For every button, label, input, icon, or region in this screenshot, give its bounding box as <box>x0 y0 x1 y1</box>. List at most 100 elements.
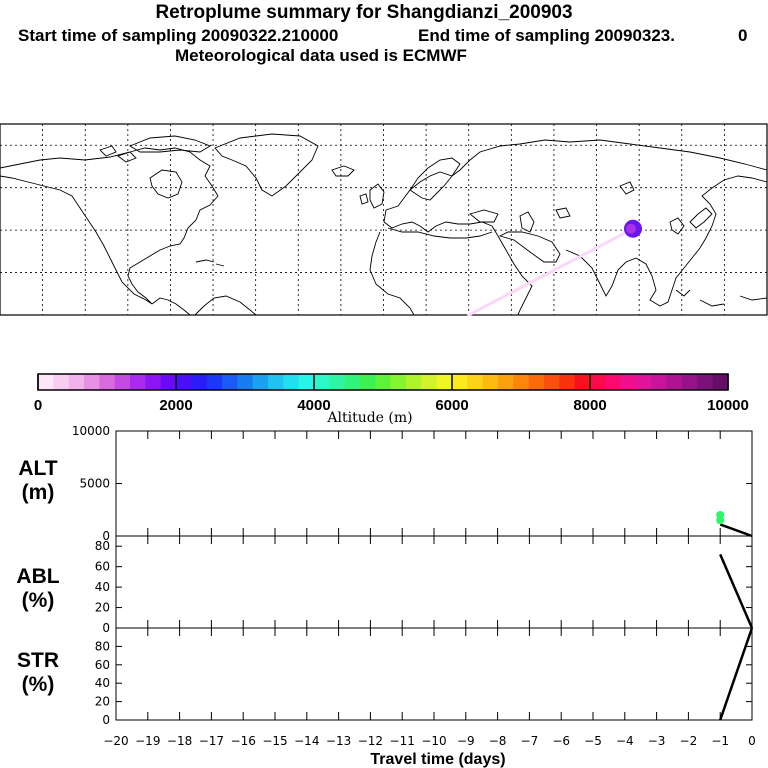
colorbar-segment <box>237 374 254 390</box>
scandinavia <box>409 157 461 201</box>
central-america <box>151 297 191 316</box>
y-tick-label: 40 <box>95 580 110 594</box>
hudson-bay <box>149 169 183 199</box>
y-tick-label: 60 <box>95 658 110 672</box>
caspian-sea <box>519 211 535 233</box>
colorbar-segment <box>360 374 376 390</box>
colorbar-tick-label: 6000 <box>435 397 468 414</box>
colorbar-segment <box>99 374 116 390</box>
y-tick-label: 60 <box>95 560 110 574</box>
abl-panel-label: ABL (%) <box>3 565 73 613</box>
x-tick-label: −7 <box>521 734 539 748</box>
series-line <box>719 523 753 538</box>
colorbar-segment <box>590 374 606 390</box>
colorbar-segment <box>559 374 576 390</box>
alt-label-line2: (m) <box>21 481 55 504</box>
abl-panel-frame <box>115 535 753 629</box>
colorbar-segment <box>574 374 591 390</box>
y-tick-label: 5000 <box>79 477 110 491</box>
colorbar-segment <box>513 374 530 390</box>
x-tick-label: −13 <box>326 734 351 748</box>
british-isles <box>359 183 385 209</box>
y-tick-label: 10000 <box>72 424 110 438</box>
x-tick-label: −9 <box>457 734 475 748</box>
alt-panel: 10000 5000 0 <box>72 424 753 543</box>
x-tick-label: −2 <box>680 734 698 748</box>
greenland <box>214 133 319 197</box>
caribbean <box>195 259 225 267</box>
colorbar-segment <box>712 374 729 390</box>
philippines-indonesia <box>675 289 768 307</box>
x-tick-label: 0 <box>748 734 756 748</box>
release-site-core <box>625 223 636 234</box>
colorbar-segment <box>544 374 560 390</box>
series-point <box>716 511 725 519</box>
colorbar-segment <box>605 374 622 390</box>
colorbar-segment <box>68 374 85 390</box>
north-america-coast <box>0 147 219 305</box>
x-tick-label: −1 <box>711 734 729 748</box>
colorbar-segment <box>329 374 346 390</box>
str-label-line2: (%) <box>21 673 55 696</box>
colorbar-segment <box>145 374 162 390</box>
alt-label-line1: ALT <box>18 457 58 480</box>
end-time-label: End time of sampling 20090323. <box>418 26 675 45</box>
x-tick-label: −10 <box>421 734 446 748</box>
colorbar-segment <box>436 374 453 390</box>
x-tick-label: −16 <box>231 734 256 748</box>
end-time-suffix: 0 <box>738 26 748 45</box>
colorbar-tick-label: 0 <box>34 397 42 414</box>
abl-panel: 80 60 40 20 0 <box>95 535 754 635</box>
str-panel: 80 60 40 20 0 <box>95 627 754 727</box>
colorbar-segment <box>620 374 637 390</box>
colorbar-segment <box>84 374 100 390</box>
start-time-label: Start time of sampling 20090322.210000 <box>18 26 339 45</box>
colorbar-segment <box>222 374 238 390</box>
x-axis-title: Travel time (days) <box>370 751 505 768</box>
colorbar-segment <box>498 374 514 390</box>
x-tick-label: −8 <box>489 734 507 748</box>
y-tick-label: 0 <box>102 621 110 635</box>
mediterranean-north <box>383 209 493 233</box>
plume-path <box>467 227 635 317</box>
colorbar-segment <box>298 374 315 390</box>
arabia <box>498 231 561 263</box>
world-map <box>0 123 768 317</box>
x-tick-label: −17 <box>199 734 224 748</box>
x-tick-label: −14 <box>294 734 319 748</box>
colorbar-segment <box>390 374 407 390</box>
black-sea <box>469 209 499 223</box>
colorbar-segment <box>651 374 668 390</box>
chart-title-text: Retroplume summary for Shangdianzi_20090… <box>155 2 573 23</box>
map-graticule <box>0 124 768 315</box>
x-tick-label: −4 <box>616 734 634 748</box>
y-tick-label: 80 <box>95 539 110 553</box>
y-tick-label: 40 <box>95 676 110 690</box>
colorbar-tick-label: 8000 <box>573 397 606 414</box>
colorbar-segment <box>452 374 468 390</box>
x-tick-label: −19 <box>135 734 160 748</box>
colorbar-segment <box>38 374 54 390</box>
colorbar-segment <box>283 374 300 390</box>
japan <box>689 207 713 229</box>
x-tick-label: −18 <box>167 734 192 748</box>
chart-title: Retroplume summary for Shangdianzi_20090… <box>0 2 768 24</box>
mediterranean-south <box>387 227 493 239</box>
colorbar-segment <box>375 374 392 390</box>
series-line <box>719 553 754 629</box>
colorbar-segment <box>176 374 192 390</box>
met-data-label: Meteorological data used is ECMWF <box>175 46 467 65</box>
abl-label-line2: (%) <box>21 589 55 612</box>
x-tick-label: −12 <box>358 734 383 748</box>
lake-baikal <box>619 181 635 195</box>
colorbar-segment <box>130 374 146 390</box>
colorbar-tick-label: 4000 <box>297 397 330 414</box>
kazakh-lakes <box>555 207 571 219</box>
y-tick-label: 0 <box>102 529 110 543</box>
colorbar-segment <box>482 374 499 390</box>
colorbar-segment <box>191 374 208 390</box>
iceland <box>331 165 355 177</box>
korea <box>669 217 685 235</box>
